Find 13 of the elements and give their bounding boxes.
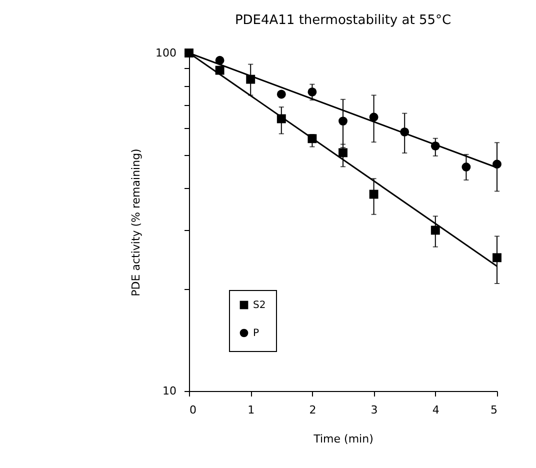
x-tick-label: 0 [190,404,196,416]
x-tick-label: 1 [248,404,255,416]
legend-label: P [253,328,260,339]
x-tick-label: 3 [370,404,378,416]
y-tick-label: 100 [156,46,176,60]
x-tick-label: 2 [309,404,316,416]
y-tick-label: 10 [162,384,176,398]
legend-label: S2 [253,300,266,311]
y-axis-title: PDE activity (% remaining) [130,148,143,296]
x-tick-label: 5 [490,404,498,416]
chart-title: PDE4A11 thermostability at 55°C [234,13,452,28]
x-axis-title: Time (min) [312,432,374,446]
x-tick-label: 4 [432,404,440,416]
